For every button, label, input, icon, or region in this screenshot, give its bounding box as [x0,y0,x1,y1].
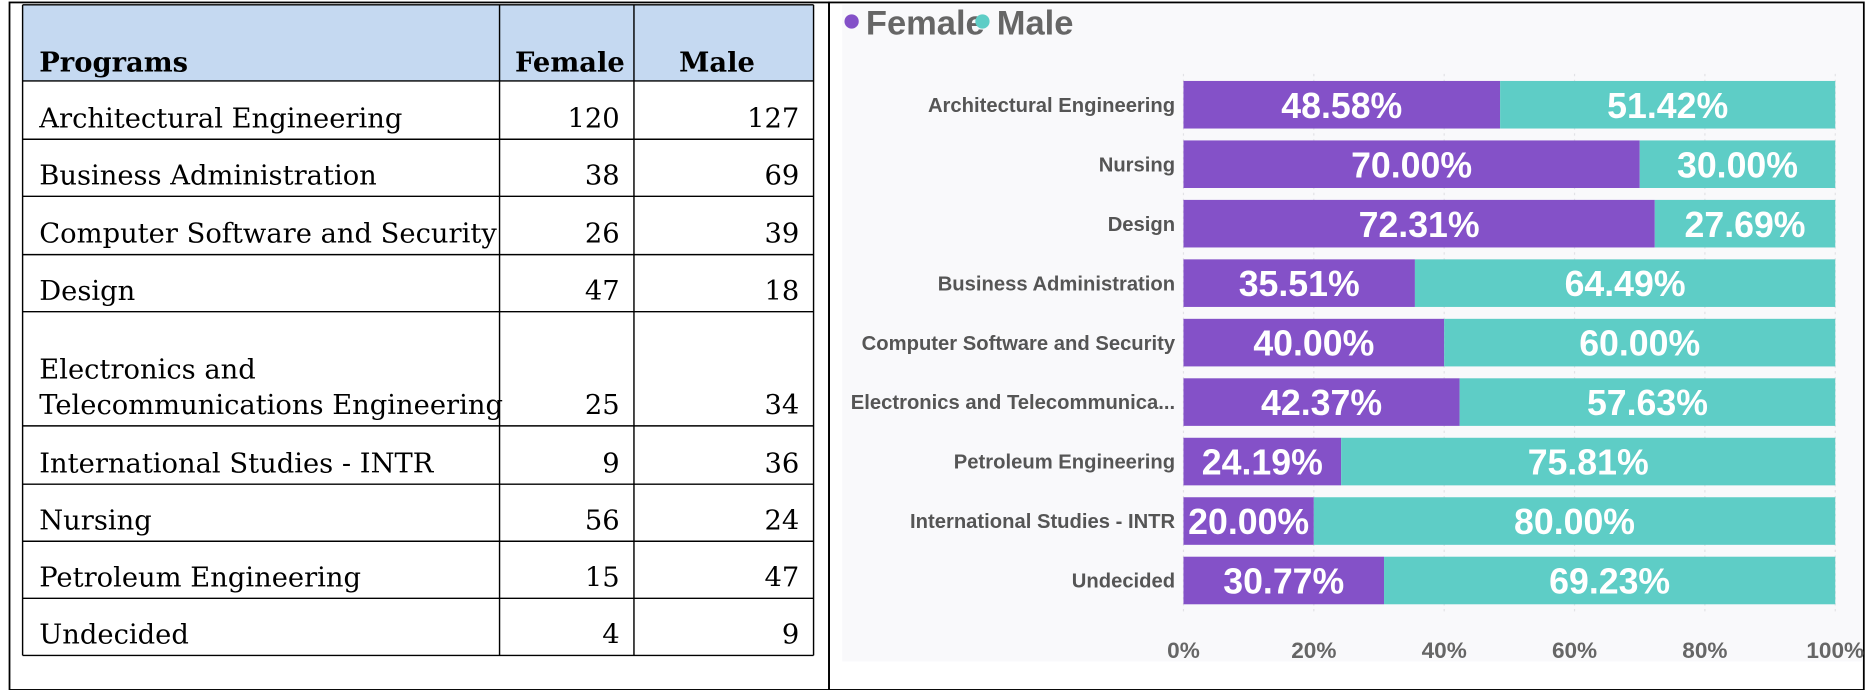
count-cell: 24 [764,505,799,536]
value-label: 27.69% [1685,205,1806,245]
value-label: 69.23% [1549,562,1670,602]
category-label: Business Administration [938,273,1175,295]
x-tick-label: 40% [1422,638,1467,663]
table: Programs Female Male Architectural Engineer… [21,4,815,657]
program-cell: Business Administration [39,160,377,191]
count-cell: 127 [747,103,799,134]
category-label: Computer Software and Security [862,333,1176,355]
bar-segment [1183,437,1342,486]
value-label: 42.37% [1261,383,1382,423]
category-label: International Studies - INTR [910,511,1176,533]
category-label: Electronics and Telecommunica... [851,392,1175,414]
value-label: 40.00% [1253,324,1374,364]
value-label: 72.31% [1359,205,1480,245]
x-tick-label: 60% [1552,638,1597,663]
legend-label: Male [997,5,1074,43]
x-tick-label: 20% [1291,638,1336,663]
count-cell: 36 [764,448,799,479]
column-header: Female [515,46,625,78]
count-cell: 4 [602,620,619,651]
count-cell: 120 [567,103,619,134]
count-cell: 18 [764,276,799,307]
bar-segment [1183,199,1655,248]
chart: 0% 20% 40% 60% 80% 100% Female Male Architectura… [844,5,1864,663]
program-cell: Computer Software and Security [39,219,497,250]
count-cell: 47 [764,562,799,593]
category-label: Undecided [1072,571,1175,593]
value-label: 48.58% [1281,86,1402,126]
bar-segment [1313,497,1836,545]
column-header: Programs [39,46,188,78]
bar-segment [1183,378,1460,426]
value-label: 20.00% [1188,502,1309,542]
count-cell: 38 [585,160,620,191]
category-label: Petroleum Engineering [954,452,1175,474]
value-label: 57.63% [1587,383,1708,423]
category-label: Nursing [1099,154,1175,176]
count-cell: 47 [585,276,620,307]
bar-segment [1183,80,1501,129]
bar-segment [1384,556,1836,605]
column-header: Male [679,46,755,78]
legend-swatch [844,14,859,29]
header-background [22,4,814,81]
x-tick-label: 100% [1806,638,1864,663]
count-cell: 39 [764,219,799,250]
program-cell: Electronics and Telecommunications Engin… [39,354,503,421]
count-cell: 9 [602,448,619,479]
category-label: Design [1108,214,1175,236]
value-label: 75.81% [1528,443,1649,483]
bar-segment [1341,437,1836,486]
bar-segment [1414,259,1836,307]
x-tick-label: 80% [1682,638,1727,663]
bar-segment [1459,378,1836,426]
value-label: 30.77% [1223,562,1344,602]
program-cell: Architectural Engineering [38,103,402,134]
bar-segment [1183,318,1445,367]
value-label: 30.00% [1677,145,1798,185]
bar-segment [1183,497,1314,545]
count-cell: 25 [585,390,620,421]
bar-segment [1639,140,1836,188]
bar-segment [1183,259,1415,307]
bar-segment [1183,140,1640,188]
count-cell: 26 [585,219,620,250]
bar-segment [1444,318,1836,367]
value-label: 51.42% [1607,86,1728,126]
value-label: 80.00% [1514,502,1635,542]
value-label: 24.19% [1202,443,1323,483]
bar-segment [1183,556,1385,605]
program-cell: Petroleum Engineering [39,562,361,593]
value-label: 64.49% [1565,264,1686,304]
count-cell: 15 [585,562,620,593]
legend-swatch [975,14,990,29]
program-cell: Undecided [39,620,189,651]
program-cell: International Studies - INTR [39,448,434,479]
value-label: 70.00% [1351,145,1472,185]
bar-segment [1500,80,1836,129]
bar-segment [1654,199,1836,248]
count-cell: 9 [782,620,799,651]
value-label: 35.51% [1239,264,1360,304]
x-tick-label: 0% [1167,638,1200,663]
legend-label: Female [866,5,985,43]
category-label: Architectural Engineering [928,95,1175,117]
program-cell: Nursing [39,505,152,536]
value-label: 60.00% [1579,324,1700,364]
count-cell: 69 [764,160,799,191]
count-cell: 34 [764,390,799,421]
count-cell: 56 [585,505,620,536]
program-cell: Design [39,276,135,307]
